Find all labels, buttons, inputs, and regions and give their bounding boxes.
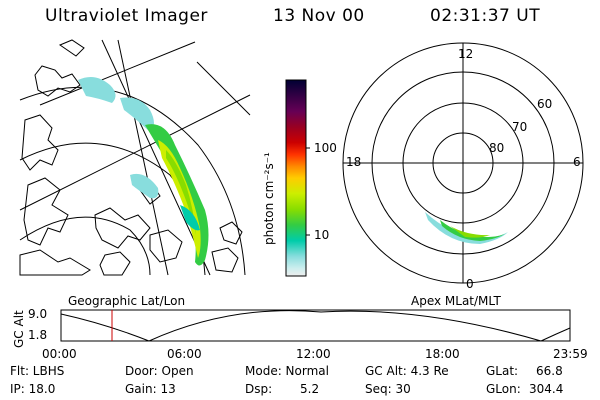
colorbar-tick-100: 100	[314, 141, 337, 155]
lon-line	[101, 39, 211, 276]
gc-alt-label: GC Alt: 4.3 Re	[365, 364, 449, 378]
glon-label: GLon:	[486, 382, 521, 396]
lat-line	[19, 216, 151, 276]
glat-value: 66.8	[536, 364, 563, 378]
altitude-ylabel: GC Alt	[12, 310, 26, 348]
coastline	[23, 177, 69, 246]
time-label: 02:31:37 UT	[430, 6, 541, 26]
aurora-emission	[78, 76, 209, 266]
filter-label: Flt: LBHS	[10, 364, 65, 378]
altitude-xtick-2: 12:00	[296, 347, 331, 361]
ip-label: IP: 18.0	[10, 382, 56, 396]
seq-label: Seq: 30	[365, 382, 411, 396]
polar-aurora	[425, 212, 508, 244]
lat-line	[196, 61, 251, 116]
coastline	[99, 251, 131, 276]
mlt-label-0: 0	[466, 277, 474, 291]
mlt-label-6: 6	[573, 155, 581, 169]
coastline	[149, 229, 183, 263]
mlat-label-80: 80	[489, 141, 505, 155]
altitude-xtick-4: 23:59	[553, 347, 588, 361]
altitude-curve	[60, 310, 571, 342]
coastline	[219, 221, 243, 245]
lon-line	[19, 94, 251, 211]
colorbar	[285, 79, 310, 277]
glat-label: GLat:	[486, 364, 519, 378]
door-label: Door: Open	[125, 364, 194, 378]
gain-label: Gain: 13	[125, 382, 176, 396]
map-caption: Geographic Lat/Lon	[68, 294, 186, 308]
altitude-ytick-min: 1.8	[28, 328, 48, 342]
glon-value: 304.4	[529, 382, 564, 396]
coastline	[19, 249, 91, 276]
coastline	[211, 247, 239, 273]
mlt-label-18: 18	[346, 155, 362, 169]
lon-line	[39, 41, 196, 106]
mode-label: Mode: Normal	[245, 364, 329, 378]
coastline	[94, 207, 151, 249]
dsp-label: Dsp:	[245, 382, 273, 396]
altitude-xtick-1: 06:00	[167, 347, 202, 361]
mlat-label-70: 70	[512, 120, 528, 134]
dsp-value: 5.2	[300, 382, 320, 396]
altitude-ytick-max: 9.0	[28, 307, 48, 321]
instrument-title: Ultraviolet Imager	[45, 6, 208, 26]
polar-plot	[342, 42, 584, 284]
colorbar-unit-label: photon cm⁻²s⁻¹	[262, 152, 276, 245]
altitude-xtick-0: 00:00	[42, 347, 77, 361]
polar-caption: Apex MLat/MLT	[411, 294, 501, 308]
colorbar-tick-10: 10	[314, 228, 330, 242]
date-label: 13 Nov 00	[273, 6, 365, 26]
lat-line	[19, 86, 246, 276]
coastline	[58, 39, 85, 57]
mlt-label-12: 12	[458, 47, 474, 61]
coastline	[21, 114, 59, 171]
coastline	[34, 65, 81, 97]
altitude-plot	[60, 309, 571, 342]
mlat-label-60: 60	[537, 97, 553, 111]
altitude-xtick-3: 18:00	[425, 347, 460, 361]
